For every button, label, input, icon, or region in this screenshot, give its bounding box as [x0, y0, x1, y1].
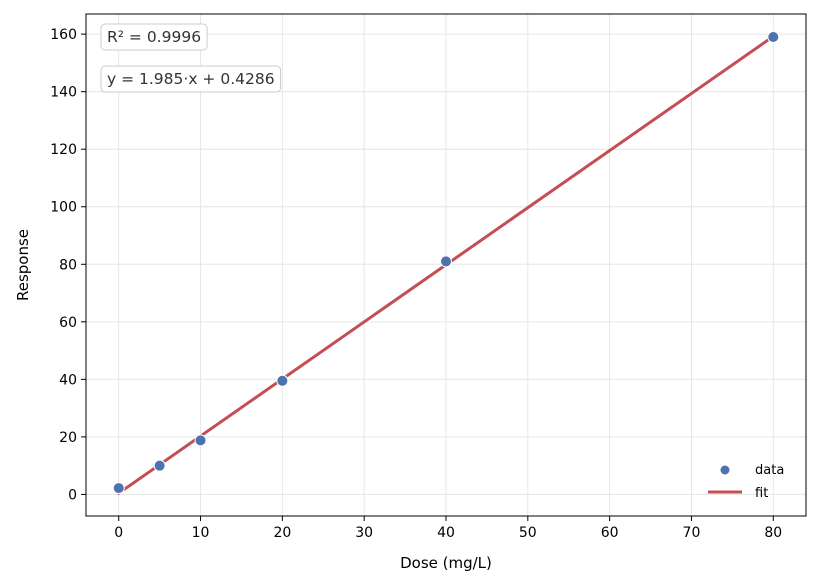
data-point: [767, 31, 780, 44]
y-axis-ticks: 0 20 40 60 80 100 120 140 160: [50, 27, 86, 503]
y-tick-label: 160: [50, 27, 77, 43]
x-tick-label: 10: [192, 525, 210, 541]
annotation-fit-equation-text: y = 1.985·x + 0.4286: [107, 70, 275, 88]
points-layer: [112, 31, 780, 495]
x-tick-label: 40: [437, 525, 455, 541]
data-point: [440, 255, 452, 268]
y-tick-label: 40: [59, 372, 77, 388]
x-tick-label: 30: [355, 525, 373, 541]
y-tick-label: 60: [59, 315, 77, 331]
x-tick-label: 80: [764, 525, 782, 541]
data-point: [112, 482, 125, 495]
y-tick-label: 120: [50, 142, 77, 158]
y-tick-label: 0: [68, 487, 77, 503]
data-point: [276, 374, 289, 387]
y-tick-label: 140: [50, 85, 77, 101]
legend: data fit: [708, 463, 784, 501]
x-tick-label: 60: [601, 525, 619, 541]
data-point: [153, 459, 166, 472]
annotation-r-squared-text: R² = 0.9996: [107, 28, 201, 46]
x-tick-label: 70: [683, 525, 701, 541]
legend-fit-label: fit: [755, 486, 768, 501]
legend-data-label: data: [755, 463, 784, 478]
annotation-fit-equation: y = 1.985·x + 0.4286: [100, 65, 282, 93]
x-tick-label: 20: [273, 525, 291, 541]
x-tick-label: 50: [519, 525, 537, 541]
x-axis-title: Dose (mg/L): [400, 554, 492, 572]
legend-data-marker: [719, 464, 731, 476]
annotation-r-squared: R² = 0.9996: [100, 23, 208, 51]
y-axis-title: Response: [14, 229, 32, 301]
y-tick-label: 80: [59, 257, 77, 273]
x-tick-label: 0: [114, 525, 123, 541]
x-axis-ticks: 0 10 20 30 40 50 60 70 80: [114, 516, 782, 541]
data-point: [194, 434, 207, 447]
y-tick-label: 100: [50, 200, 77, 216]
y-tick-label: 20: [59, 430, 77, 446]
